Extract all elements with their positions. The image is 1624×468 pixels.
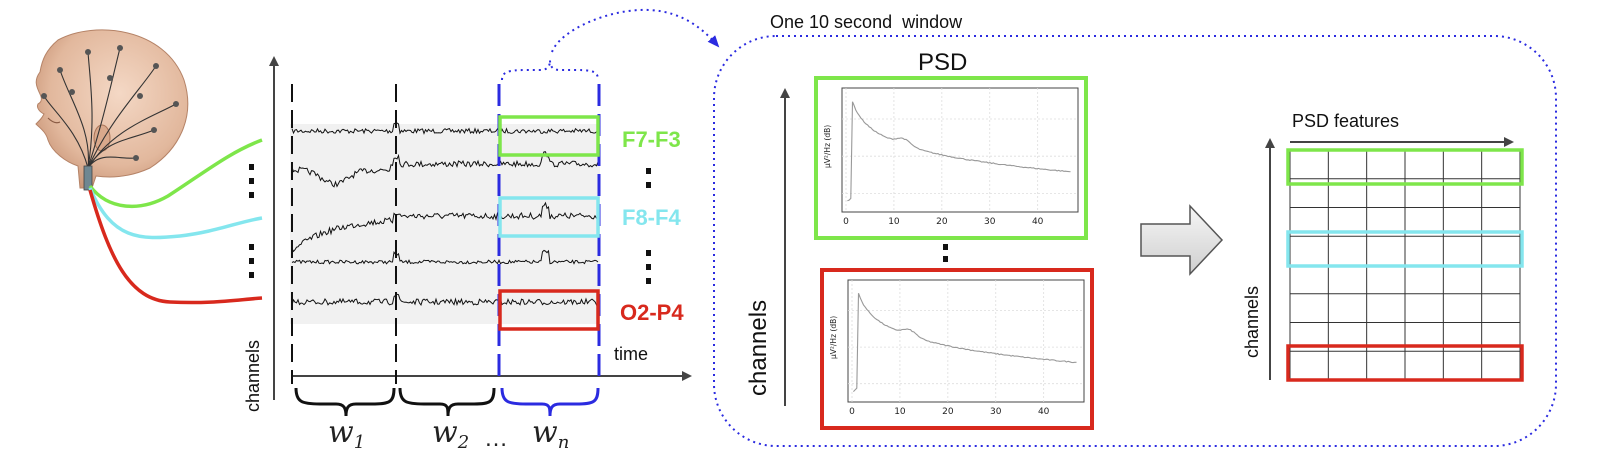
psd-x-tick-label: 30 [984,217,996,227]
psd-x-tick-label: 0 [843,217,849,227]
channel-label-f8-f4: F8-F4 [622,205,681,230]
window-title: One 10 second window [770,12,963,32]
psd-x-tick-label: 40 [1038,407,1050,417]
window-label-w1: w1 [328,415,365,453]
channel-box-f8-f4 [498,196,600,238]
channel-box-o2-p4 [498,289,600,331]
channel-label-dots [646,168,651,284]
channel-label-f7-f3: F7-F3 [622,127,681,152]
features-channels-label: channels [1242,286,1262,358]
eeg-trace-1 [291,122,599,135]
green-cable [88,138,263,209]
psd-plot-f7-f3: 0 10 20 30 40 µV²/Hz (dB) [823,87,1079,227]
psd-x-tick-label: 40 [1032,217,1044,227]
eeg-trace-5 [291,293,599,307]
psd-plot-frame-o2-p4 [820,268,1094,430]
psd-x-tick-label: 20 [942,407,954,417]
features-title: PSD features [1292,111,1399,131]
feature-row-f8-f4 [1286,230,1524,268]
psd-x-tick-label: 10 [888,217,900,227]
window-label-w2: w2 [432,415,469,453]
psd-plot-frame-f7-f3 [814,76,1088,240]
red-cable [88,189,263,305]
channel-box-f7-f3 [498,115,600,157]
psd-axes-box [841,87,1079,213]
psd-title: PSD [918,49,967,76]
psd-axes-box [847,279,1085,403]
psd-plot-o2-p4: 0 10 20 30 40 µV²/Hz (dB) [829,279,1085,417]
brace-w2 [398,387,496,417]
brace-w1 [294,387,396,417]
psd-channels-label: channels [745,300,772,396]
psd-x-tick-label: 20 [936,217,948,227]
right-block-arrow-icon [1140,204,1224,276]
signal-channels-label: channels [243,340,263,412]
window-label-wn: wn [532,415,569,453]
channel-label-o2-p4: O2-P4 [620,300,684,325]
psd-y-axis-label: µV²/Hz (dB) [829,316,838,359]
time-label: time [614,344,648,364]
brace-wn-top [501,59,599,81]
eeg-traces [291,122,599,307]
window-ellipsis: … [484,425,508,452]
eeg-head-with-electrodes-icon [35,29,189,191]
psd-x-tick-label: 0 [849,407,855,417]
psd-curve [847,101,1071,202]
psd-x-tick-label: 10 [894,407,906,417]
eeg-trace-4 [291,249,599,265]
brace-wn [500,387,600,417]
feature-row-o2-p4 [1286,344,1524,382]
psd-x-tick-label: 30 [990,407,1002,417]
psd-y-axis-label: µV²/Hz (dB) [823,125,832,168]
psd-curve [853,293,1077,392]
window-to-psd-arrow [551,8,720,53]
feature-row-f7-f3 [1286,148,1524,186]
cyan-cable [88,187,263,240]
eeg-trace-3 [291,201,599,253]
cable-ellipsis-dots [249,164,254,278]
